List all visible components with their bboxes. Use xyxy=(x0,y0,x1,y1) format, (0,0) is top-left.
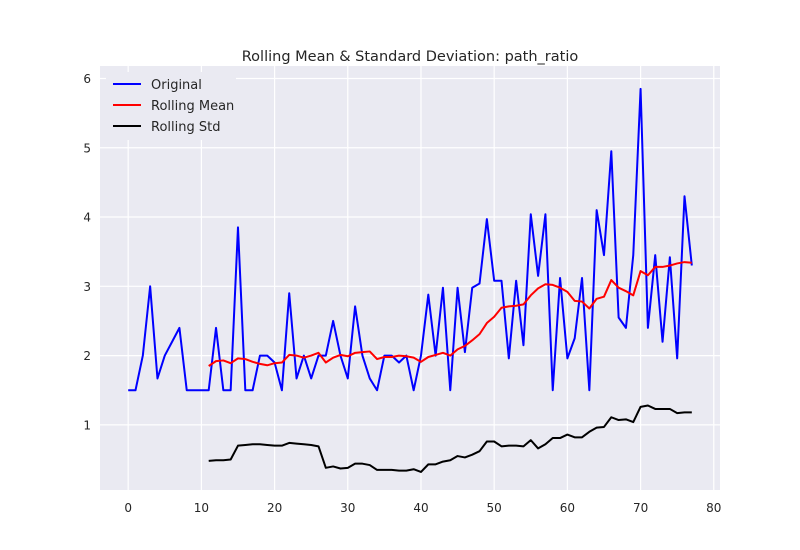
x-tick-label: 20 xyxy=(267,501,282,515)
x-tick-label: 50 xyxy=(487,501,502,515)
legend-box xyxy=(106,72,236,140)
y-tick-label: 2 xyxy=(83,349,91,363)
y-tick-label: 6 xyxy=(83,72,91,86)
x-tick-label: 70 xyxy=(633,501,648,515)
x-tick-label: 40 xyxy=(413,501,428,515)
x-tick-label: 10 xyxy=(194,501,209,515)
y-tick-label: 5 xyxy=(83,141,91,155)
y-tick-label: 3 xyxy=(83,280,91,294)
y-tick-labels: 1 2 3 4 5 6 xyxy=(83,72,91,432)
chart-title: Rolling Mean & Standard Deviation: path_… xyxy=(242,49,579,65)
series-line-original xyxy=(128,87,693,392)
x-tick-label: 0 xyxy=(124,501,132,515)
series-line-rolling-mean xyxy=(208,261,692,367)
series-lines xyxy=(128,87,693,473)
x-tick-label: 60 xyxy=(560,501,575,515)
x-tick-label: 80 xyxy=(706,501,721,515)
legend-label-rolling-std: Rolling Std xyxy=(151,120,220,135)
y-tick-label: 1 xyxy=(83,418,91,432)
x-tick-label: 30 xyxy=(340,501,355,515)
legend: Original Rolling Mean Rolling Std xyxy=(106,72,236,140)
x-tick-labels: 0 10 20 30 40 50 60 70 80 xyxy=(124,501,721,515)
legend-label-original: Original xyxy=(151,78,202,93)
legend-label-rolling-mean: Rolling Mean xyxy=(151,99,234,114)
grid-lines xyxy=(100,66,720,490)
y-tick-label: 4 xyxy=(83,211,91,225)
series-line-rolling-std xyxy=(208,404,692,473)
